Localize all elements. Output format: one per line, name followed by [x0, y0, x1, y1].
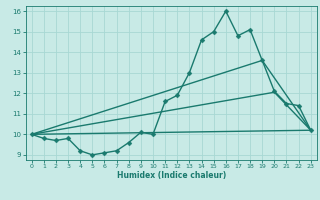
- X-axis label: Humidex (Indice chaleur): Humidex (Indice chaleur): [116, 171, 226, 180]
